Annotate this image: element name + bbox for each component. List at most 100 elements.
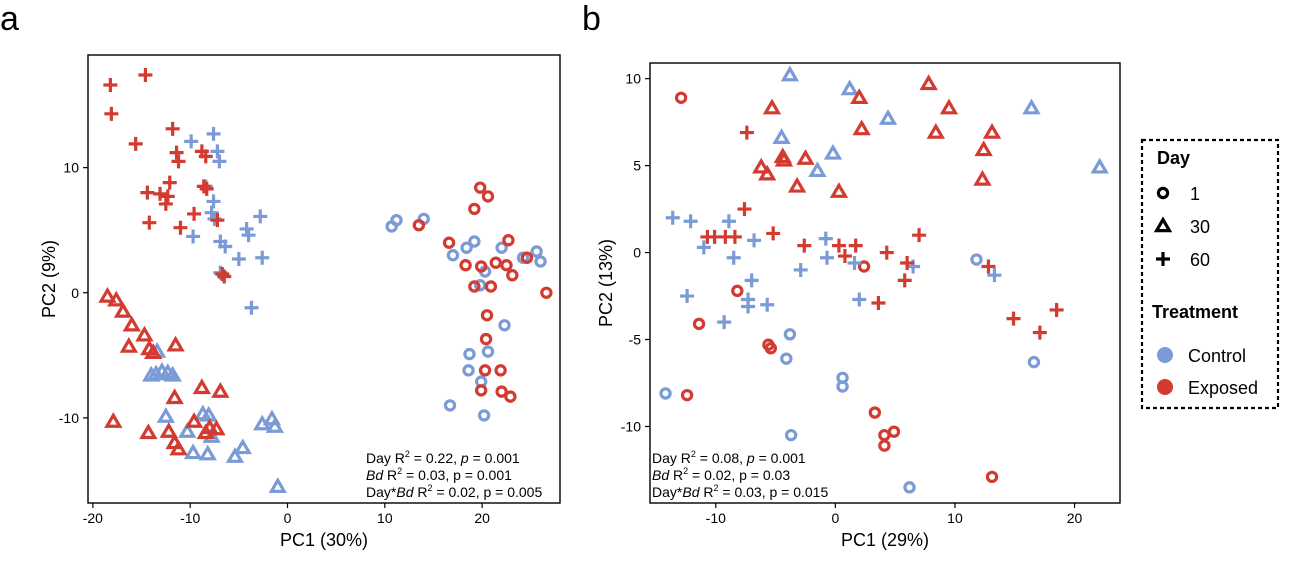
data-point: [1090, 157, 1109, 174]
data-point: [474, 260, 488, 273]
data-point: [829, 182, 849, 198]
data-point: [169, 145, 184, 160]
chart-a: -20 -10 0 10 20 -10 0 10 PC1 (30%) PC2 (9%) Day R2…: [39, 54, 561, 550]
data-point: [530, 245, 543, 258]
data-point: [696, 240, 711, 255]
x-tick-label: 0: [284, 510, 292, 526]
data-point: [985, 470, 999, 484]
plot-frame: [649, 62, 1121, 504]
data-point: [474, 384, 488, 397]
data-point: [500, 259, 513, 272]
data-point: [847, 256, 862, 270]
data-point: [166, 335, 185, 352]
data-point: [495, 241, 508, 254]
data-point: [758, 164, 777, 181]
data-point: [1022, 98, 1041, 115]
data-point: [98, 286, 117, 303]
data-point: [498, 319, 511, 332]
data-point: [772, 128, 791, 144]
data-point: [212, 154, 227, 169]
data-point: [207, 419, 226, 436]
data-point: [160, 189, 175, 204]
data-point: [255, 250, 270, 265]
legend-day-60: 60: [1156, 250, 1210, 270]
data-point: [784, 428, 798, 442]
series-exposed-day-30: [98, 286, 230, 456]
data-point: [225, 447, 245, 463]
y-tick-label: 0: [71, 285, 79, 301]
x-axis-title: PC1 (30%): [280, 530, 368, 550]
x-tick-label: -10: [180, 510, 200, 526]
data-point: [919, 74, 938, 91]
series-control-day-30: [772, 65, 1109, 178]
data-point: [674, 91, 688, 104]
data-point: [818, 231, 833, 246]
data-point: [727, 229, 742, 244]
data-point: [797, 238, 812, 253]
legend-day-30: 30: [1153, 216, 1210, 237]
data-point: [478, 364, 492, 377]
data-point: [796, 149, 815, 165]
data-point: [534, 255, 547, 268]
data-point: [113, 301, 133, 318]
data-point: [268, 477, 287, 493]
y-tick-label: -10: [621, 418, 641, 434]
data-point: [852, 119, 871, 136]
data-point: [504, 390, 517, 403]
data-point: [489, 256, 502, 269]
data-point: [721, 214, 736, 229]
data-point: [737, 202, 752, 217]
data-point: [140, 185, 155, 200]
data-point: [477, 409, 491, 422]
data-point: [837, 249, 852, 264]
series-control-day-1: [385, 212, 547, 422]
data-point: [717, 315, 732, 330]
data-point: [879, 245, 894, 260]
data-point: [241, 228, 256, 243]
data-point: [210, 213, 225, 228]
data-point: [159, 422, 178, 438]
data-point: [973, 169, 992, 186]
data-point: [878, 109, 898, 125]
data-point: [900, 256, 915, 270]
data-point: [1027, 355, 1041, 369]
data-point: [852, 292, 867, 307]
data-point: [506, 269, 519, 282]
data-point: [156, 407, 176, 423]
data-point: [390, 213, 403, 227]
legend-triangle-icon: [1153, 216, 1173, 233]
stats-annotation: Day*Bd R2 = 0.02, p = 0.005: [366, 483, 542, 500]
data-point: [463, 347, 476, 361]
data-point: [142, 215, 157, 230]
data-point: [744, 273, 759, 288]
data-point: [104, 412, 123, 428]
legend-label: Control: [1188, 346, 1246, 366]
data-point: [764, 342, 777, 355]
data-point: [731, 284, 744, 298]
data-point: [442, 236, 456, 249]
legend-day-title: Day: [1157, 148, 1190, 168]
data-point: [903, 481, 916, 494]
data-point: [970, 253, 983, 266]
data-point: [107, 290, 126, 307]
data-point: [210, 144, 225, 159]
data-point: [481, 345, 495, 358]
data-point: [495, 385, 508, 398]
data-point: [808, 161, 827, 178]
data-point: [192, 378, 212, 395]
data-point: [202, 427, 221, 443]
data-point: [939, 98, 959, 115]
panel-letter-a: a: [0, 0, 19, 38]
data-point: [878, 439, 891, 452]
data-point: [665, 210, 680, 225]
data-point: [217, 269, 232, 284]
x-tick-label: 10: [377, 510, 393, 526]
data-point: [215, 266, 230, 281]
data-point: [762, 98, 782, 115]
data-point: [739, 125, 754, 140]
series-exposed-day-60: [700, 125, 1064, 340]
data-point: [211, 382, 230, 398]
data-point: [103, 78, 118, 93]
legend-treatment-title: Treatment: [1152, 302, 1238, 322]
y-axis-title: PC2 (13%): [596, 239, 616, 327]
